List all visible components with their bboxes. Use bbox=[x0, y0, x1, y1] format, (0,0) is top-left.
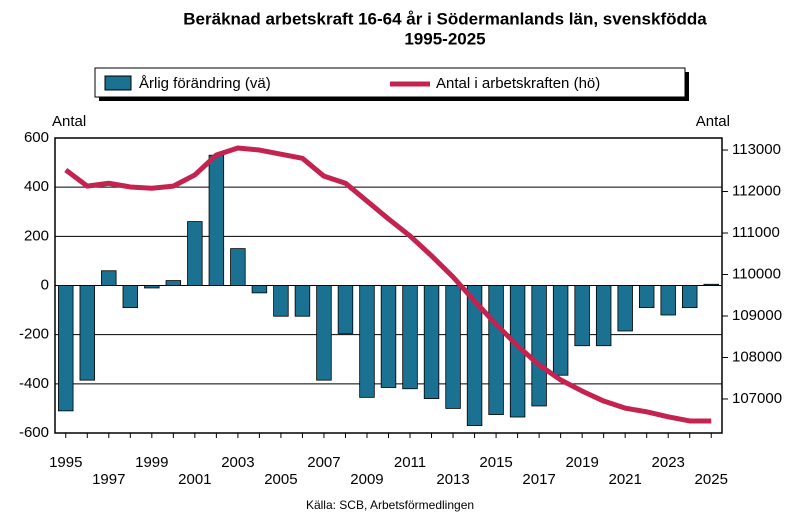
x-tick-label: 1995 bbox=[49, 454, 82, 471]
y2-tick-label: 108000 bbox=[732, 348, 782, 365]
chart-title: Beräknad arbetskraft 16-64 år i Söderman… bbox=[183, 9, 707, 28]
x-tick-label: 1999 bbox=[135, 454, 168, 471]
y2-tick-label: 111000 bbox=[732, 224, 780, 241]
bar bbox=[617, 285, 633, 332]
bar bbox=[187, 221, 203, 286]
chart-subtitle: 1995-2025 bbox=[404, 29, 485, 48]
x-tick-label: 2009 bbox=[350, 471, 383, 488]
bar bbox=[402, 285, 418, 390]
y2-tick-label: 112000 bbox=[732, 182, 781, 199]
bar bbox=[574, 285, 590, 347]
y-tick-label: 0 bbox=[41, 276, 49, 293]
y-tick-label: -600 bbox=[19, 424, 49, 441]
plot-frame bbox=[54, 137, 723, 434]
bar bbox=[552, 285, 569, 376]
line bbox=[64, 145, 712, 424]
bar bbox=[208, 154, 225, 286]
bar bbox=[101, 270, 117, 286]
x-tick-label: 2019 bbox=[565, 454, 598, 471]
x-tick-label: 2001 bbox=[178, 471, 211, 488]
bar bbox=[660, 285, 676, 316]
bar bbox=[703, 283, 719, 286]
y-tick-label: 200 bbox=[24, 227, 49, 244]
bar bbox=[79, 285, 95, 381]
y2-tick-label: 113000 bbox=[732, 141, 781, 158]
bar bbox=[337, 285, 354, 334]
bar bbox=[423, 285, 440, 399]
legend-label: Årlig förändring (vä) bbox=[139, 75, 271, 92]
x-tick-label: 2007 bbox=[307, 454, 340, 471]
y-tick-label: 600 bbox=[24, 129, 49, 146]
bar bbox=[316, 285, 332, 381]
bar bbox=[294, 285, 311, 317]
source: Källa: SCB, Arbetsförmedlingen bbox=[306, 498, 474, 512]
bar bbox=[380, 285, 397, 388]
x-tick-label: 2021 bbox=[608, 471, 641, 488]
bar bbox=[165, 280, 182, 286]
bar bbox=[230, 248, 246, 286]
x-tick-label: 2005 bbox=[264, 471, 297, 488]
bar bbox=[466, 285, 483, 427]
x-tick-label: 1997 bbox=[92, 471, 125, 488]
bar bbox=[273, 285, 289, 317]
bar bbox=[445, 285, 461, 409]
x-tick-label: 2003 bbox=[221, 454, 254, 471]
bar bbox=[359, 285, 375, 398]
y-tick-label: 400 bbox=[24, 178, 49, 195]
legend-label: Antal i arbetskraften (hö) bbox=[436, 75, 600, 92]
bar bbox=[488, 285, 504, 415]
y2-axis-label: Antal bbox=[696, 113, 730, 130]
x-tick-label: 2011 bbox=[394, 454, 426, 471]
y-tick-label: -200 bbox=[19, 326, 49, 343]
x-tick-label: 2015 bbox=[479, 454, 512, 471]
y2-tick-label: 107000 bbox=[732, 390, 782, 407]
bar bbox=[144, 285, 160, 289]
legend-swatch bbox=[104, 75, 132, 91]
bar bbox=[58, 285, 74, 412]
x-tick-label: 2013 bbox=[436, 471, 469, 488]
bar bbox=[531, 285, 547, 407]
bar bbox=[595, 285, 612, 347]
x-tick-label: 2023 bbox=[652, 454, 685, 471]
y-tick-label: -400 bbox=[19, 375, 49, 392]
y2-tick-label: 110000 bbox=[732, 265, 781, 282]
y-axis-label: Antal bbox=[52, 113, 86, 130]
bar bbox=[251, 285, 268, 294]
x-tick-label: 2017 bbox=[522, 471, 555, 488]
y2-tick-label: 109000 bbox=[732, 307, 782, 324]
x-tick-label: 2025 bbox=[695, 471, 728, 488]
bar bbox=[638, 285, 655, 309]
bar bbox=[122, 285, 139, 309]
bar bbox=[682, 285, 698, 309]
